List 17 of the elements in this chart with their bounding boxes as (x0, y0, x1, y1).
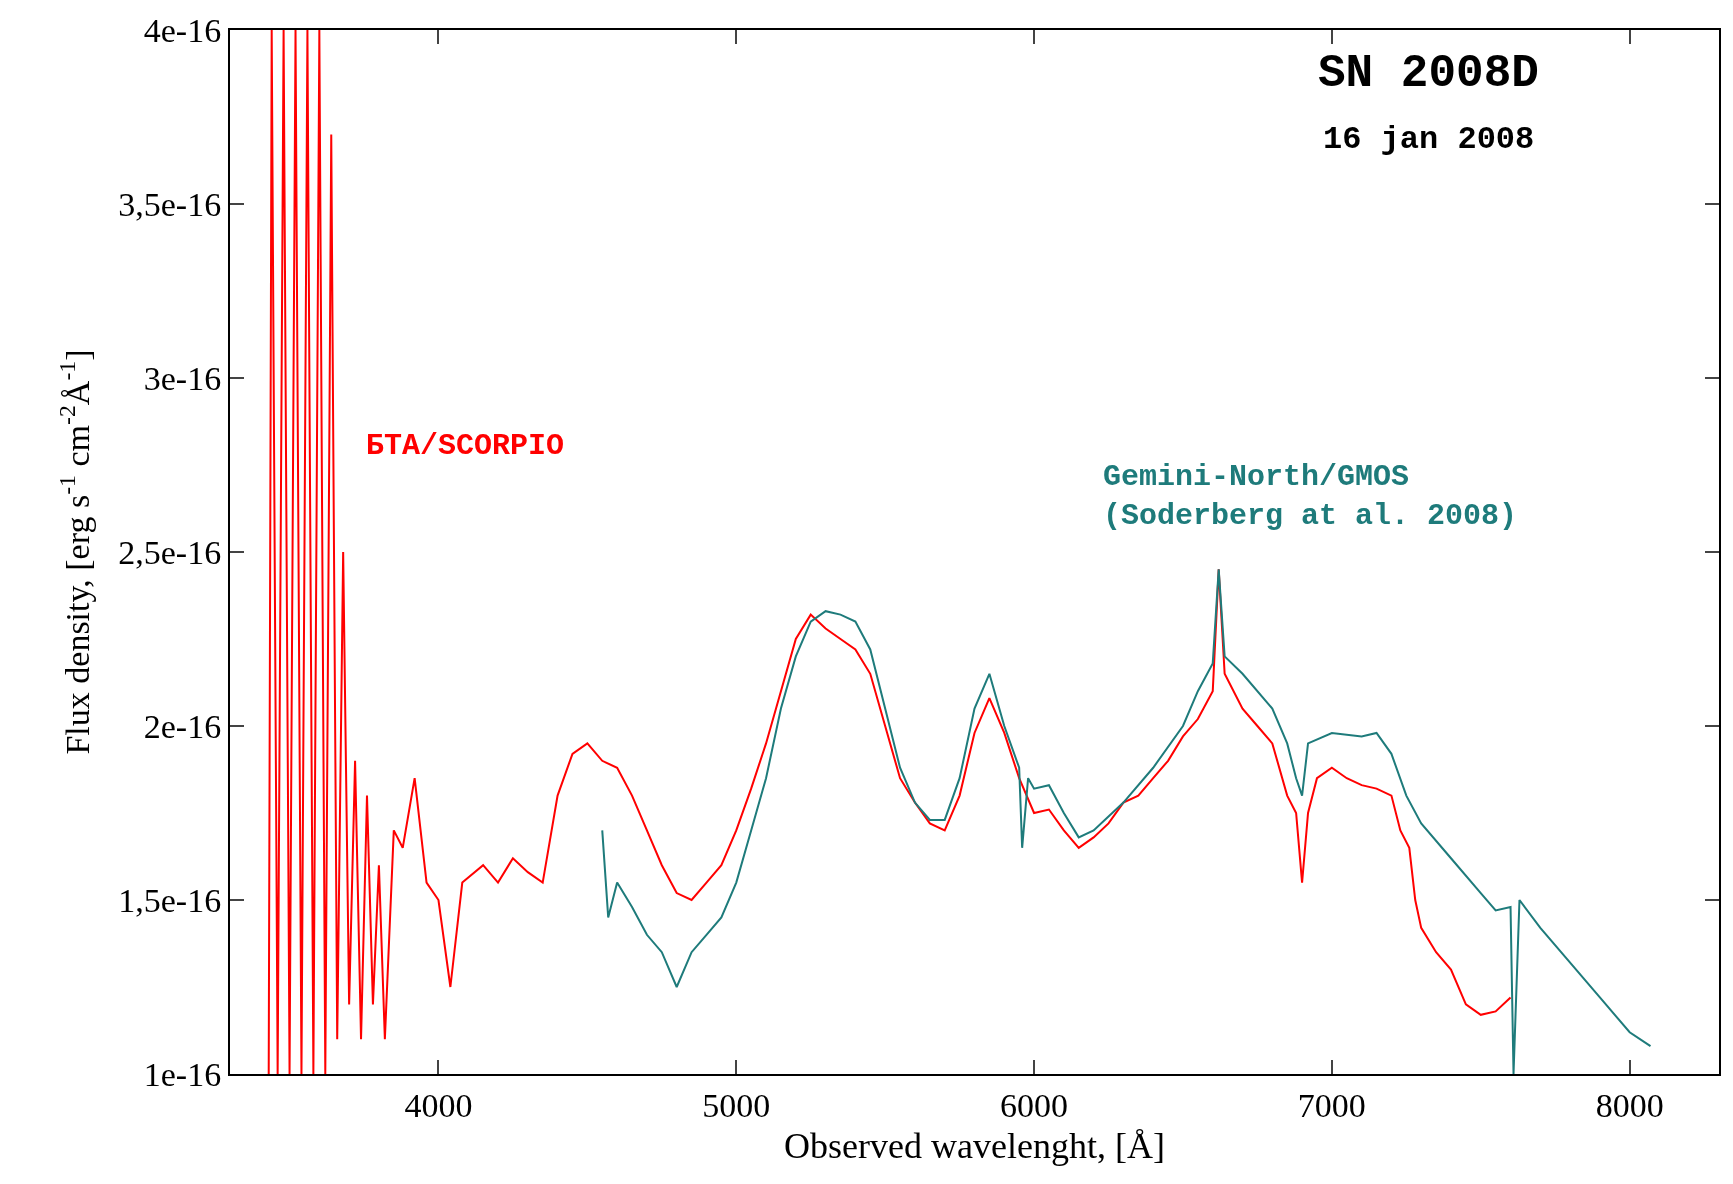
y-tick-label: 4e-16 (143, 11, 222, 49)
y-tick-label: 2e-16 (143, 707, 222, 745)
x-tick-label: 7000 (1297, 1086, 1366, 1124)
y-tick-label: 2,5e-16 (118, 533, 222, 571)
annotation: SN 2008D (1318, 48, 1539, 100)
x-axis-title: Observed wavelenght, [Å] (784, 1126, 1165, 1166)
text: Gemini-North/GMOS (Soderberg at al. 2008) (1103, 460, 1518, 533)
x-tick-label: 5000 (702, 1086, 771, 1124)
x-tick-label: 4000 (404, 1086, 473, 1124)
x-tick-label: 6000 (1000, 1086, 1069, 1124)
y-tick-label: 1,5e-16 (118, 881, 222, 919)
y-tick-label: 1e-16 (143, 1055, 222, 1093)
y-tick-label: 3e-16 (143, 359, 222, 397)
annotation: 16 jan 2008 (1323, 121, 1535, 158)
series-label: БТА/SCORPIO (366, 429, 565, 463)
y-tick-label: 3,5e-16 (118, 185, 222, 223)
x-tick-label: 8000 (1595, 1086, 1664, 1124)
